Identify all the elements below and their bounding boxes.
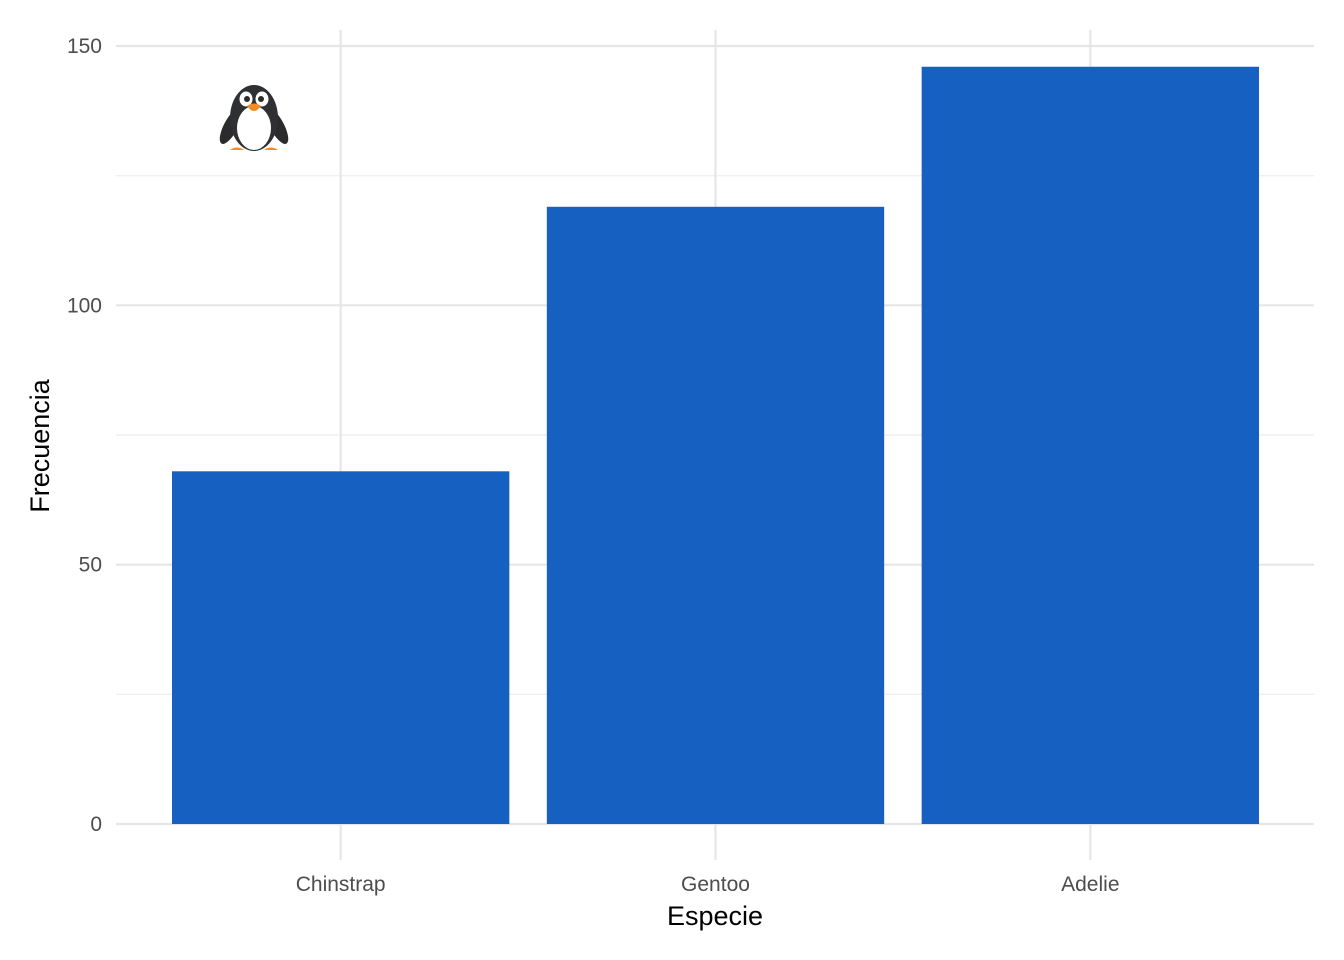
x-tick-label: Chinstrap bbox=[296, 873, 386, 896]
bar-adelie bbox=[921, 66, 1259, 825]
y-tick-label: 150 bbox=[67, 35, 102, 58]
y-tick-label: 0 bbox=[90, 813, 102, 836]
bars bbox=[172, 66, 1259, 825]
bar-chinstrap bbox=[172, 471, 510, 824]
y-axis-title: Frecuencia bbox=[25, 378, 55, 513]
bar-gentoo bbox=[546, 206, 885, 824]
y-tick-label: 50 bbox=[79, 554, 102, 577]
penguin-icon bbox=[219, 85, 289, 151]
y-axis-ticks: 0 50 100 150 bbox=[67, 35, 102, 836]
x-axis-ticks: Chinstrap Gentoo Adelie bbox=[296, 873, 1120, 896]
y-tick-label: 100 bbox=[67, 294, 102, 317]
x-tick-label: Gentoo bbox=[681, 873, 750, 896]
x-axis-title: Especie bbox=[667, 901, 763, 931]
x-tick-label: Adelie bbox=[1061, 873, 1119, 896]
